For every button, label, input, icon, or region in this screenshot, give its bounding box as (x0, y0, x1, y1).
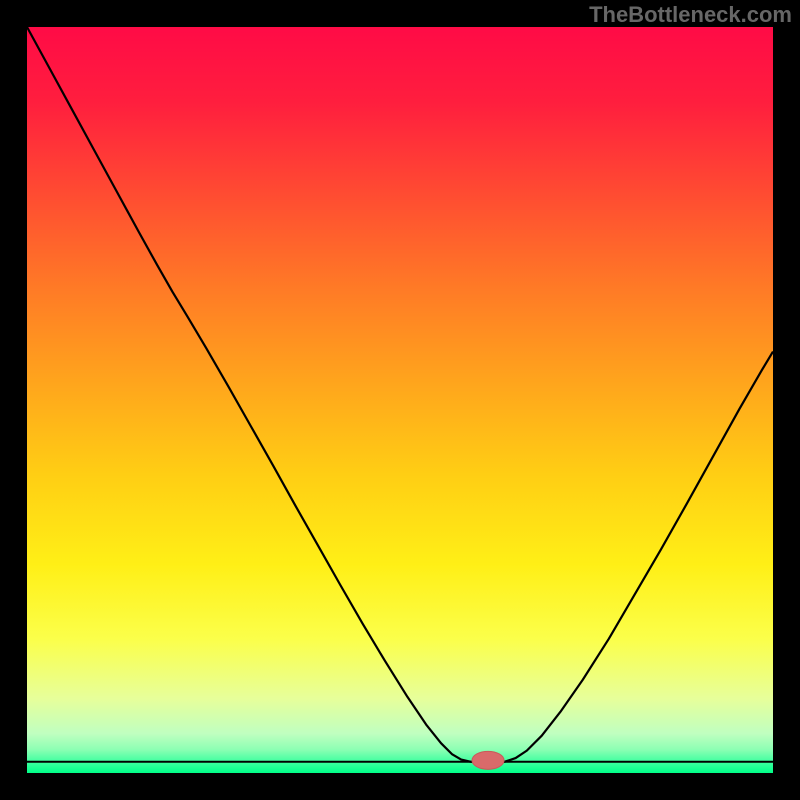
bottleneck-chart: TheBottleneck.com (0, 0, 800, 800)
watermark-text: TheBottleneck.com (589, 2, 792, 28)
chart-background (27, 27, 773, 773)
optimal-marker (472, 751, 504, 769)
chart-svg (0, 0, 800, 800)
